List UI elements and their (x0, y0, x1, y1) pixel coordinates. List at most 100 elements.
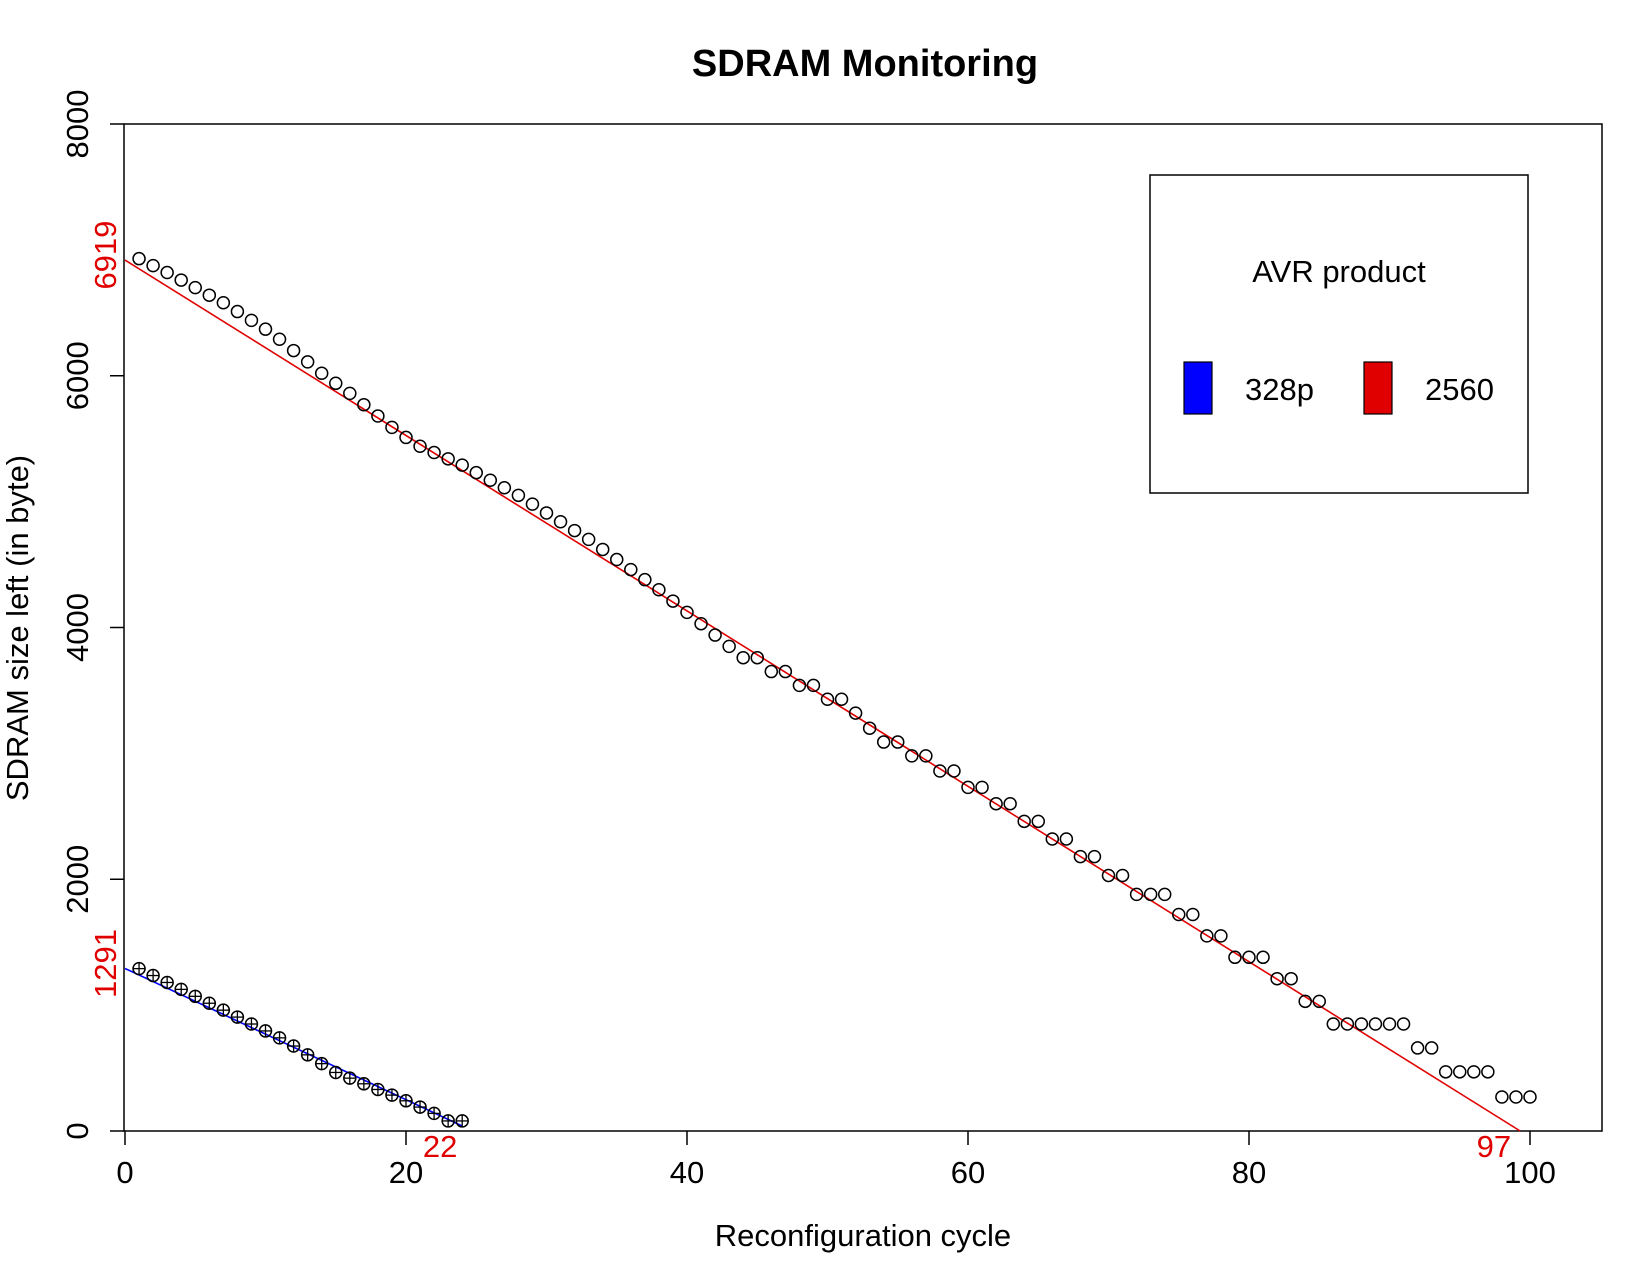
data-point (764, 664, 779, 679)
point-circle (581, 532, 596, 547)
point-circle (834, 692, 849, 706)
data-point (1031, 814, 1045, 829)
data-point (441, 452, 455, 466)
point-circle (525, 497, 540, 511)
data-point (371, 409, 385, 423)
point-circle (553, 515, 568, 529)
data-point (258, 322, 273, 336)
point-circle (1045, 832, 1060, 846)
data-point (272, 332, 287, 346)
point-circle (820, 692, 835, 706)
point-circle (1509, 1090, 1523, 1104)
y-tick-label: 0 (60, 1122, 95, 1139)
data-point (286, 1039, 301, 1053)
data-point (610, 552, 624, 567)
legend-box (1149, 174, 1529, 494)
data-point (1410, 1041, 1425, 1055)
data-point (146, 258, 160, 273)
legend-swatch-328p (1183, 361, 1213, 415)
data-point (188, 989, 202, 1004)
data-point (427, 1106, 441, 1121)
data-point (272, 1031, 287, 1045)
point-circle (1424, 1041, 1439, 1055)
point-circle (469, 465, 483, 480)
data-point (174, 273, 188, 287)
data-point (989, 796, 1003, 811)
data-point (750, 650, 764, 665)
point-circle (202, 288, 217, 302)
point-circle (848, 706, 863, 720)
point-circle (300, 355, 315, 369)
data-point (553, 515, 568, 529)
point-circle (778, 664, 793, 679)
point-circle (1157, 887, 1172, 902)
data-point (174, 982, 188, 997)
data-point (1115, 868, 1130, 883)
data-point (230, 304, 245, 319)
data-point (1326, 1017, 1341, 1031)
data-point (1495, 1090, 1509, 1104)
data-point (736, 650, 750, 665)
point-circle (329, 376, 343, 391)
data-point (385, 420, 399, 435)
point-circle (146, 258, 160, 273)
point-circle (652, 582, 666, 597)
point-circle (1523, 1090, 1537, 1104)
data-point (820, 692, 835, 706)
data-point (638, 572, 652, 587)
x-tick-label: 100 (1504, 1155, 1556, 1190)
data-point (876, 735, 891, 749)
point-circle (975, 780, 989, 795)
data-point (511, 488, 526, 503)
data-point (792, 678, 807, 693)
data-point (539, 506, 554, 520)
data-point (1523, 1090, 1537, 1104)
point-circle (750, 650, 764, 665)
data-point (455, 1114, 469, 1128)
point-circle (188, 280, 202, 295)
point-circle (1410, 1041, 1425, 1055)
point-circle (357, 397, 371, 412)
y-intercept-label: 1291 (88, 929, 123, 998)
y-tick-label: 8000 (60, 90, 95, 159)
point-circle (1059, 832, 1074, 846)
data-point (1129, 887, 1144, 902)
data-point (624, 562, 638, 577)
x-tick-label: 20 (389, 1155, 423, 1190)
point-circle (1340, 1017, 1355, 1031)
point-circle (371, 409, 385, 423)
data-point (413, 439, 427, 453)
point-circle (638, 572, 652, 587)
point-circle (1143, 887, 1158, 902)
data-point (862, 721, 877, 735)
data-point (778, 664, 793, 679)
point-circle (876, 735, 891, 749)
data-point (286, 343, 301, 358)
data-point (188, 280, 202, 295)
point-circle (1298, 994, 1312, 1009)
point-circle (806, 678, 821, 693)
data-point (413, 1100, 427, 1114)
point-circle (862, 721, 877, 735)
point-circle (1312, 994, 1326, 1009)
point-circle (595, 542, 610, 557)
data-point (441, 1114, 455, 1128)
point-circle (413, 439, 427, 453)
data-point (1157, 887, 1172, 902)
data-point (343, 1071, 357, 1085)
point-circle (961, 780, 975, 795)
data-point (483, 473, 498, 487)
data-point (1396, 1017, 1411, 1031)
point-circle (666, 594, 680, 608)
data-point (1087, 849, 1102, 864)
point-circle (1003, 796, 1017, 811)
point-circle (483, 473, 498, 487)
data-point (1172, 907, 1186, 922)
data-point (314, 1056, 329, 1071)
x-tick-label: 0 (116, 1155, 133, 1190)
data-point (1270, 971, 1284, 986)
data-point (680, 605, 694, 620)
point-circle (1481, 1065, 1495, 1079)
point-circle (1115, 868, 1130, 883)
point-circle (258, 322, 273, 336)
